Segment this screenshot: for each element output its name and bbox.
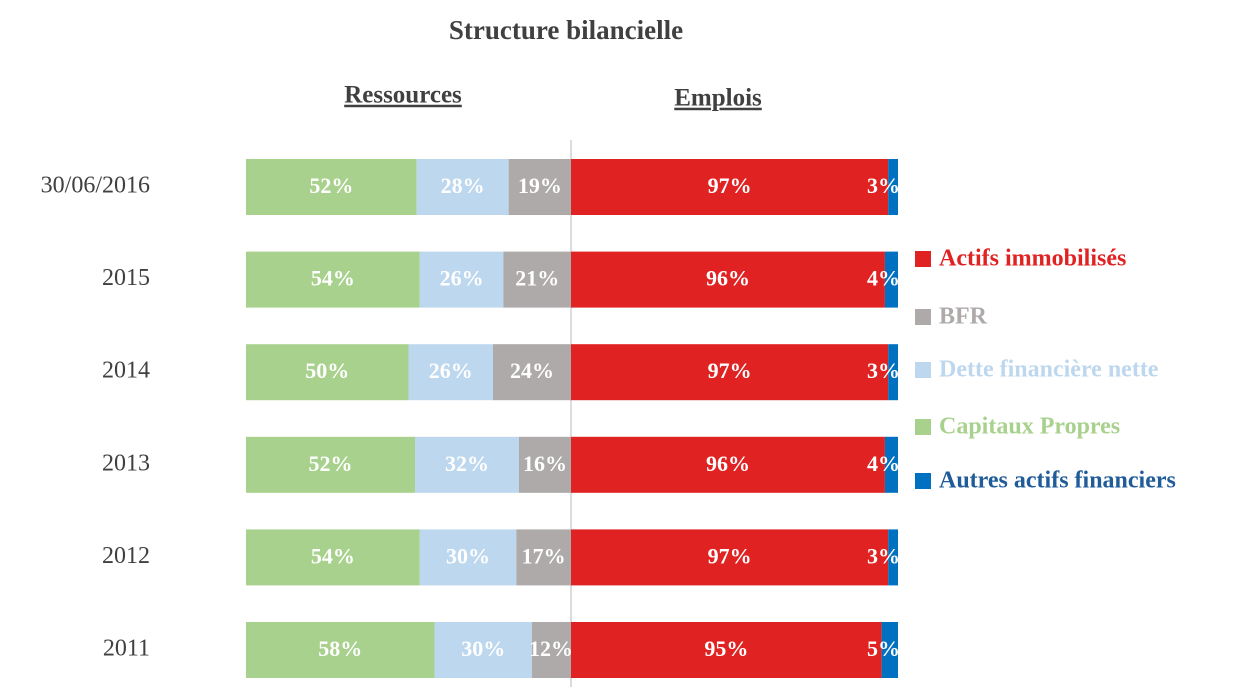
bar-segment bbox=[888, 344, 898, 401]
legend-label: BFR bbox=[939, 304, 988, 330]
bar-segment bbox=[571, 622, 882, 678]
data-label: 96% bbox=[706, 266, 750, 291]
data-label: 4% bbox=[867, 451, 900, 476]
data-label: 97% bbox=[708, 358, 752, 383]
bar-segment bbox=[415, 436, 519, 493]
data-label: 16% bbox=[523, 451, 567, 476]
data-label: 52% bbox=[309, 173, 353, 198]
data-label: 54% bbox=[311, 543, 355, 568]
bar-segment bbox=[884, 251, 898, 308]
bar-segment bbox=[408, 344, 493, 401]
data-label: 30% bbox=[446, 543, 490, 568]
bar-segment bbox=[246, 344, 409, 401]
data-label: 3% bbox=[867, 173, 900, 198]
data-label: 3% bbox=[867, 543, 900, 568]
data-label: 96% bbox=[706, 451, 750, 476]
bar-segment bbox=[246, 529, 420, 586]
data-label: 26% bbox=[440, 266, 484, 291]
data-label: 58% bbox=[318, 636, 362, 661]
bar-segment bbox=[246, 251, 420, 308]
bar-segment bbox=[571, 529, 889, 586]
bar-segment bbox=[434, 622, 532, 678]
data-label: 19% bbox=[518, 173, 562, 198]
bar-segment bbox=[246, 622, 435, 678]
bar-segment bbox=[571, 251, 885, 308]
data-label: 50% bbox=[305, 358, 349, 383]
bar-segment bbox=[419, 529, 517, 586]
chart-title: Structure bilancielle bbox=[449, 15, 683, 45]
data-label: 95% bbox=[704, 636, 748, 661]
category-label: 2013 bbox=[102, 450, 150, 476]
data-label: 3% bbox=[867, 358, 900, 383]
category-label: 2014 bbox=[102, 358, 150, 384]
legend-label: Dette financière nette bbox=[939, 357, 1159, 383]
bar-segment bbox=[519, 436, 571, 493]
bar-segment bbox=[532, 622, 571, 678]
legend-swatch bbox=[915, 251, 931, 267]
data-label: 30% bbox=[461, 636, 505, 661]
data-label: 17% bbox=[522, 543, 566, 568]
data-label: 52% bbox=[309, 451, 353, 476]
data-label: 97% bbox=[708, 543, 752, 568]
bar-segment bbox=[571, 159, 889, 215]
data-label: 5% bbox=[867, 636, 900, 661]
bar-segment bbox=[416, 159, 509, 215]
bar-segment bbox=[884, 436, 898, 493]
bar-segment bbox=[571, 344, 889, 401]
data-label: 4% bbox=[867, 266, 900, 291]
data-label: 24% bbox=[510, 358, 554, 383]
data-label: 12% bbox=[529, 636, 573, 661]
data-label: 21% bbox=[515, 266, 559, 291]
legend-swatch bbox=[915, 419, 931, 435]
legend-swatch bbox=[915, 309, 931, 325]
data-label: 32% bbox=[445, 451, 489, 476]
data-label: 97% bbox=[708, 173, 752, 198]
bar-segment bbox=[246, 436, 415, 493]
bar-segment bbox=[888, 529, 898, 586]
bar-segment bbox=[503, 251, 571, 308]
data-label: 54% bbox=[311, 266, 355, 291]
data-label: 28% bbox=[441, 173, 485, 198]
legend-label: Autres actifs financiers bbox=[939, 468, 1176, 494]
legend-swatch bbox=[915, 473, 931, 489]
bar-segment bbox=[246, 159, 417, 215]
data-label: 26% bbox=[429, 358, 473, 383]
panel-title: Ressources bbox=[344, 82, 462, 109]
bar-segment bbox=[881, 622, 898, 678]
category-label: 2015 bbox=[102, 265, 150, 291]
category-label: 30/06/2016 bbox=[41, 173, 150, 199]
legend-label: Actifs immobilisés bbox=[939, 246, 1126, 272]
bar-segment bbox=[888, 159, 898, 215]
bar-segment bbox=[419, 251, 504, 308]
panel-title: Emplois bbox=[674, 85, 762, 112]
bar-segment bbox=[516, 529, 571, 586]
bar-segment bbox=[493, 344, 571, 401]
legend-label: Capitaux Propres bbox=[939, 414, 1120, 440]
bar-segment bbox=[508, 159, 571, 215]
category-label: 2011 bbox=[103, 636, 150, 662]
bar-segment bbox=[571, 436, 885, 493]
category-label: 2012 bbox=[102, 543, 150, 569]
legend-swatch bbox=[915, 362, 931, 378]
